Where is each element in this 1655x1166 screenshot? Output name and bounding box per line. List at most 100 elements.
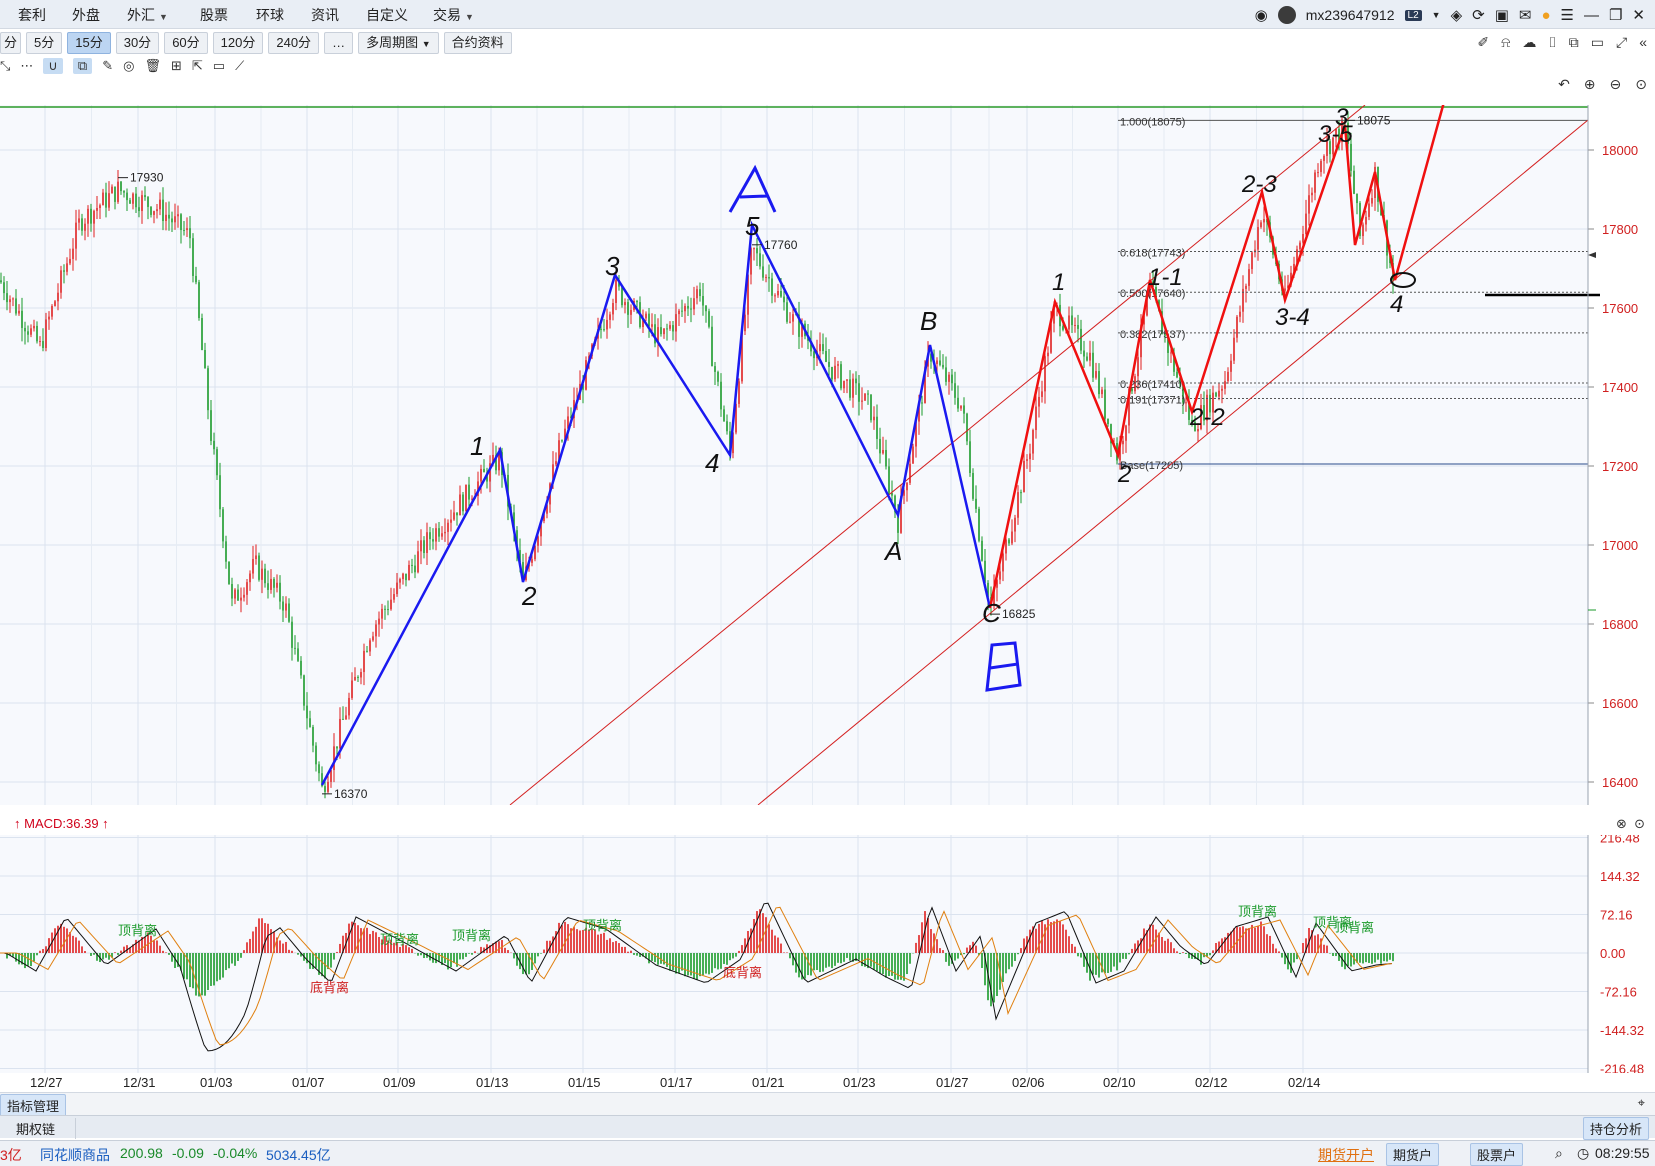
pointer-icon[interactable]: ⤡ [0,58,11,73]
candle-body [876,416,878,439]
window-icon[interactable]: ⧉ [1568,34,1579,50]
candle-body [1089,352,1091,361]
draw-icon[interactable]: ✐ [1477,34,1490,50]
menu-forex[interactable]: 外汇 ▼ [127,7,168,23]
ruler-icon[interactable]: ⟋ [235,58,245,73]
collapse-icon[interactable]: « [1639,34,1647,50]
price-mark-label: 17930 [130,171,164,185]
candle-body [213,440,215,450]
candle-body [1323,155,1325,161]
period-prev[interactable]: 分 [0,32,22,54]
layers-icon[interactable]: ◈ [1450,7,1463,24]
bell-icon[interactable]: ● [1541,6,1551,24]
channel-upper-line[interactable] [509,105,1366,805]
comment-icon[interactable]: ▭ [212,58,226,73]
multi-period-button[interactable]: 多周期图 ▼ [358,32,439,54]
options-chain-tab[interactable]: 期权链 [10,1118,77,1139]
blue-wave-line[interactable] [320,220,992,786]
menu-foreign-market[interactable]: 外盘 [72,7,100,23]
candle-body [1245,285,1247,289]
candle-body [1227,371,1229,382]
candle-body [18,310,20,314]
mail-icon[interactable]: ✉ [1518,7,1532,24]
macd-title[interactable]: ↑ MACD:36.39 ↑ [14,816,109,831]
candle-body [747,274,749,315]
export-icon[interactable]: ⇱ [191,58,203,73]
close-icon[interactable]: ⊗ [1615,816,1627,831]
position-analysis-button[interactable]: 持仓分析 [1582,1117,1649,1140]
zoom-in-icon[interactable]: ⊕ [1583,76,1596,92]
avatar[interactable] [1277,6,1296,24]
more-tools-icon[interactable]: ⋯ [20,58,34,73]
settings-icon[interactable]: ⊙ [1634,816,1645,831]
candle-body [885,449,887,467]
minimize-icon[interactable]: — [1583,6,1599,24]
zoom-out-icon[interactable]: ⊖ [1609,76,1622,92]
candle-body [582,383,584,390]
menu-trade[interactable]: 交易 ▼ [433,7,474,23]
candle-body [642,318,644,328]
more-periods-button[interactable]: … [324,32,354,54]
cloud-icon[interactable]: ☁ [1522,34,1537,50]
pen-icon[interactable]: ✎ [102,58,114,73]
macd-axis-label: 144.32 [1600,869,1640,884]
period-120m[interactable]: 120分 [212,32,264,54]
candle-body [1035,406,1037,431]
menu-arbitrage[interactable]: 套利 [18,7,46,23]
alert-icon[interactable]: ⍾ [1501,34,1511,50]
close-icon[interactable]: ✕ [1632,7,1645,24]
futures-open-link[interactable]: 期货开户 [1318,1147,1374,1163]
username[interactable]: mx239647912 [1305,7,1395,23]
restore-icon[interactable]: ❐ [1608,7,1623,24]
refresh-icon[interactable]: ⟳ [1472,7,1485,24]
settings-icon[interactable]: ⊙ [1635,76,1647,92]
candle-body [1008,539,1010,544]
menu-icon[interactable]: ☰ [1560,7,1574,24]
menu-stocks[interactable]: 股票 [200,7,228,23]
candle-body [750,248,752,275]
menu-global[interactable]: 环球 [256,7,284,23]
video-icon[interactable]: ▣ [1494,7,1509,24]
period-5m[interactable]: 5分 [26,32,63,54]
pin-icon[interactable]: ⌖ [1637,1095,1645,1110]
glasses-icon[interactable]: ◉ [1254,7,1268,24]
period-240m[interactable]: 240分 [268,32,320,54]
stock-account-button[interactable]: 股票户 [1470,1143,1524,1166]
candle-body [264,568,266,584]
chevron-down-icon[interactable]: ▼ [1431,10,1441,20]
date-axis-label: 01/03 [200,1075,233,1090]
search-icon[interactable]: ⌕ [1555,1145,1563,1161]
camera-icon[interactable]: ⌷ [1548,34,1557,50]
candle-body [225,541,227,562]
trash-icon[interactable]: 🗑 [144,58,161,73]
top-divergence-label: 顶背离 [1313,915,1352,930]
candle-body [879,438,881,454]
candle-body [531,559,533,563]
grid-icon[interactable]: ⊞ [170,58,182,73]
copy-icon[interactable]: ⧉ [72,58,93,74]
fullscreen-icon[interactable]: ⤢ [1616,34,1628,50]
magnet-icon[interactable]: ∪ [43,58,63,74]
channel-lower-line[interactable] [757,119,1589,805]
menu-news[interactable]: 资讯 [311,7,339,23]
contract-info-button[interactable]: 合约资料 [443,32,512,54]
candle-body [1014,517,1016,532]
indicator-management-button[interactable]: 指标管理 [0,1094,67,1117]
undo-icon[interactable]: ↶ [1558,76,1570,92]
futures-account-button[interactable]: 期货户 [1386,1143,1440,1166]
monitor-icon[interactable]: ▭ [1590,34,1604,50]
candle-body [969,441,971,474]
period-60m[interactable]: 60分 [164,32,208,54]
candle-body [1209,394,1211,413]
red-wave-line[interactable] [988,105,1455,609]
eye-icon[interactable]: ◎ [123,58,135,73]
ticker-name[interactable]: 同花顺商品 [40,1147,110,1163]
candle-body [717,371,719,382]
candle-body [1251,252,1253,270]
period-30m[interactable]: 30分 [115,32,160,54]
period-15m[interactable]: 15分 [67,32,111,54]
main-price-chart[interactable]: 1.000(18075) 0.618(17743) 0.500(17640) 0.38… [0,105,1655,805]
menu-custom[interactable]: 自定义 [366,7,408,23]
candle-body [201,318,203,351]
